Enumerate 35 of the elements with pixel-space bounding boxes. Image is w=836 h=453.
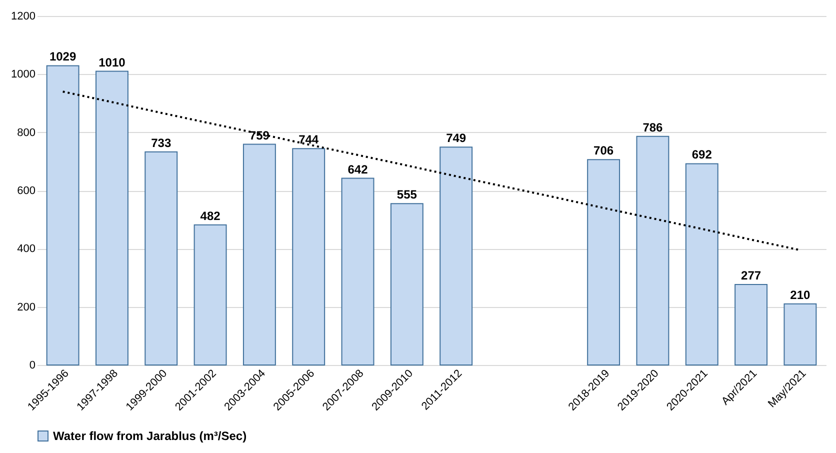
data-label: 692 — [692, 148, 712, 162]
bar — [242, 144, 276, 366]
data-label: 555 — [396, 188, 418, 202]
bar — [440, 146, 473, 366]
y-tick-label: 200 — [17, 301, 36, 314]
bar — [95, 70, 128, 366]
bar — [784, 303, 817, 366]
bar — [292, 148, 326, 366]
bar — [144, 151, 178, 366]
bar — [734, 284, 768, 366]
data-label: 786 — [642, 120, 664, 134]
y-tick-label: 1200 — [11, 10, 36, 22]
data-label: 733 — [151, 136, 172, 150]
data-label: 1029 — [49, 50, 76, 64]
y-tick-label: 0 — [29, 360, 36, 372]
data-label: 277 — [741, 268, 762, 282]
y-tick-label: 400 — [17, 243, 36, 256]
bar — [46, 65, 80, 366]
y-tick-label: 1000 — [11, 68, 36, 81]
data-label: 642 — [348, 162, 368, 176]
data-label: 749 — [446, 131, 466, 146]
y-tick-label: 600 — [17, 185, 36, 197]
bar — [341, 178, 374, 366]
bar — [194, 224, 227, 366]
bar — [390, 203, 424, 366]
data-label: 706 — [594, 144, 614, 158]
data-label: 482 — [200, 208, 221, 223]
data-label: 744 — [298, 132, 319, 147]
data-label: 1010 — [98, 55, 126, 70]
bar — [636, 136, 670, 366]
y-tick-label: 800 — [17, 126, 36, 139]
bar — [587, 159, 620, 366]
bar — [685, 163, 718, 366]
legend-label: Water flow from Jarablus (m³/Sec) — [53, 429, 247, 443]
data-label: 210 — [790, 288, 811, 302]
